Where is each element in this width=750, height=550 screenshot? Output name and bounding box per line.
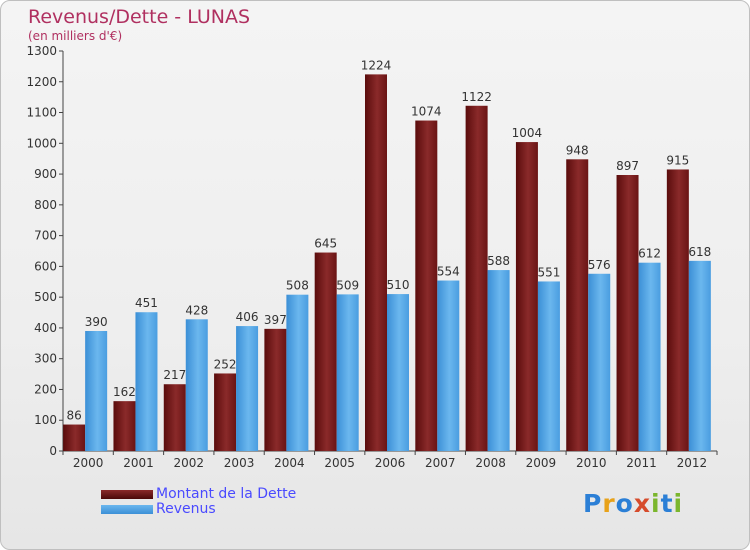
logo-letter: r	[602, 489, 616, 518]
bar-debt	[566, 159, 589, 452]
legend-swatch-revenus	[101, 505, 153, 514]
data-label-debt: 86	[67, 409, 82, 423]
y-tick-label: 800	[34, 198, 57, 212]
data-label-debt: 1122	[461, 90, 492, 104]
x-tick-label: 2000	[73, 456, 104, 470]
y-tick-label: 1200	[26, 75, 57, 89]
logo-letter: i	[651, 489, 661, 518]
bar-revenus	[537, 281, 560, 451]
data-label-debt: 1224	[361, 58, 392, 72]
bar-revenus	[286, 294, 309, 451]
bar-revenus	[588, 273, 611, 451]
data-label-debt: 217	[163, 368, 186, 382]
bar-debt	[63, 424, 86, 451]
data-label-revenus: 509	[336, 278, 359, 292]
data-label-revenus: 554	[437, 265, 460, 279]
data-label-revenus: 588	[487, 254, 510, 268]
legend-label-debt: Montant de la Dette	[156, 486, 297, 502]
y-tick-label: 600	[34, 259, 57, 273]
data-label-revenus: 451	[135, 296, 158, 310]
x-tick-label: 2007	[425, 456, 456, 470]
data-label-debt: 1004	[512, 126, 543, 140]
logo-letter: o	[615, 489, 634, 518]
legend-label-revenus: Revenus	[156, 501, 216, 517]
data-label-debt: 397	[264, 313, 287, 327]
x-tick-label: 2005	[324, 456, 355, 470]
data-label-revenus: 390	[85, 315, 108, 329]
bar-debt	[666, 169, 689, 451]
bar-revenus	[336, 294, 359, 451]
bar-revenus	[185, 319, 208, 451]
data-label-debt: 948	[566, 143, 589, 157]
x-tick-label: 2002	[173, 456, 204, 470]
data-label-debt: 252	[214, 357, 237, 371]
data-label-revenus: 612	[638, 247, 661, 261]
bar-revenus	[437, 280, 460, 451]
data-label-debt: 162	[113, 385, 136, 399]
legend-swatch-debt	[101, 490, 153, 499]
bar-debt	[314, 252, 337, 451]
bar-debt	[113, 401, 136, 451]
logo-letter: i	[673, 489, 684, 518]
data-label-revenus: 508	[286, 279, 309, 293]
bar-debt	[415, 120, 438, 452]
data-label-debt: 645	[314, 237, 337, 251]
x-tick-label: 2003	[224, 456, 255, 470]
bar-revenus	[487, 270, 510, 451]
proxiti-logo: Proxiti	[583, 489, 683, 518]
x-tick-label: 2010	[576, 456, 607, 470]
data-label-revenus: 551	[537, 265, 560, 279]
x-tick-label: 2001	[123, 456, 154, 470]
logo-letter: x	[633, 489, 651, 518]
data-label-debt: 897	[616, 159, 639, 173]
y-tick-label: 1100	[26, 106, 57, 120]
bar-revenus	[135, 312, 158, 451]
x-tick-label: 2011	[626, 456, 657, 470]
y-tick-label: 1300	[26, 44, 57, 58]
x-tick-label: 2012	[677, 456, 708, 470]
y-tick-label: 900	[34, 167, 57, 181]
y-tick-label: 0	[49, 444, 57, 458]
bar-debt	[616, 175, 639, 451]
data-label-revenus: 428	[185, 303, 208, 317]
data-label-revenus: 618	[688, 245, 711, 259]
y-tick-label: 300	[34, 352, 57, 366]
bar-debt	[214, 373, 237, 451]
bar-debt	[465, 105, 488, 452]
y-tick-label: 500	[34, 290, 57, 304]
logo-letter: t	[660, 489, 674, 518]
bar-debt	[163, 384, 186, 451]
y-tick-label: 1000	[26, 136, 57, 150]
data-label-revenus: 406	[236, 310, 259, 324]
x-tick-label: 2006	[375, 456, 406, 470]
data-label-revenus: 576	[588, 258, 611, 272]
bar-revenus	[638, 262, 661, 451]
x-tick-label: 2008	[475, 456, 506, 470]
y-tick-label: 100	[34, 413, 57, 427]
bar-revenus	[387, 294, 409, 451]
y-tick-label: 700	[34, 229, 57, 243]
bar-debt	[515, 142, 538, 452]
chart-title: Revenus/Dette - LUNAS	[28, 6, 251, 28]
chart-subtitle: (en milliers d'€)	[28, 29, 123, 43]
logo-letter: P	[583, 489, 603, 518]
y-tick-label: 200	[34, 382, 57, 396]
data-label-revenus: 510	[387, 278, 410, 292]
bar-debt	[264, 328, 287, 451]
data-label-debt: 1074	[411, 105, 442, 119]
bar-revenus	[85, 331, 108, 451]
data-label-debt: 915	[666, 153, 689, 167]
bar-revenus	[236, 326, 259, 451]
bar-debt	[365, 74, 387, 451]
x-tick-label: 2004	[274, 456, 305, 470]
bar-revenus	[688, 260, 711, 451]
y-tick-label: 400	[34, 321, 57, 335]
x-tick-label: 2009	[526, 456, 557, 470]
